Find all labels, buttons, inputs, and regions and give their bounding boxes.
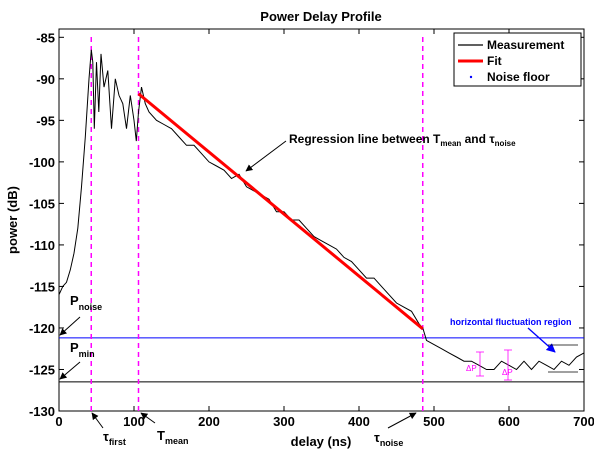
p-noise-arrow (59, 316, 81, 336)
p-min-label: Pmin (70, 340, 95, 359)
legend-noise-floor-label: Noise floor (487, 70, 550, 84)
x-tick-label: 0 (55, 414, 62, 429)
regression-t: T (433, 132, 441, 146)
axis-ticks: 0 100 200 300 400 500 600 700 -85 -90 -95 -100 -105 -… (29, 29, 594, 429)
t-mean-label: Tmean (157, 428, 188, 446)
y-tick-label: -105 (29, 196, 55, 211)
x-tick-label: 200 (198, 414, 220, 429)
y-tick-label: -115 (30, 279, 55, 294)
y-axis-label: power (dB) (5, 186, 20, 254)
regression-tau-sub: noise (495, 139, 516, 148)
y-tick-label: -85 (36, 30, 55, 45)
t-mean-arrow (140, 412, 156, 424)
delta-p-marks (476, 349, 512, 381)
legend: Measurement Fit Noise floor (453, 32, 582, 87)
tau-noise-label: τnoise (374, 430, 403, 448)
plot-area (58, 28, 585, 412)
x-tick-label: 700 (573, 414, 594, 429)
regression-text-2: and (461, 132, 489, 146)
delta-p-label-2: ΔP (502, 368, 513, 377)
x-axis-label: delay (ns) (291, 434, 352, 449)
p-min-arrow (59, 361, 81, 380)
y-tick-label: -100 (29, 155, 55, 170)
tau-first-label: τfirst (103, 429, 126, 447)
x-tick-label: 400 (348, 414, 370, 429)
regression-t-sub: mean (440, 139, 461, 148)
y-tick-label: -95 (36, 113, 55, 128)
reference-lines (59, 37, 584, 411)
tau-noise-arrow (387, 412, 417, 429)
horizontal-fluctuation-label: horizontal fluctuation region (450, 317, 572, 327)
y-tick-label: -90 (36, 72, 55, 87)
p-noise-label: Pnoise (70, 293, 102, 312)
regression-arrow (245, 140, 287, 172)
chart-title: Power Delay Profile (260, 9, 381, 24)
x-tick-label: 600 (498, 414, 520, 429)
x-tick-label: 300 (273, 414, 295, 429)
legend-measurement-label: Measurement (487, 38, 564, 52)
legend-fit-label: Fit (487, 54, 502, 68)
regression-tau: τ (489, 132, 495, 146)
regression-annotation: Regression line between Tmean and τnoise (289, 132, 516, 148)
y-tick-label: -125 (29, 362, 55, 377)
tau-first-arrow (91, 412, 104, 429)
x-tick-label: 500 (423, 414, 445, 429)
x-tick-label: 100 (123, 414, 145, 429)
legend-noise-floor-swatch (469, 75, 473, 79)
horizontal-fluctuation-arrow (527, 327, 556, 353)
regression-text-1: Regression line between (289, 132, 433, 146)
y-tick-label: -130 (29, 404, 55, 419)
fit-series-line (137, 92, 424, 330)
y-tick-label: -110 (30, 238, 55, 253)
y-tick-label: -120 (29, 321, 55, 336)
delta-p-label-1: ΔP (466, 364, 477, 373)
